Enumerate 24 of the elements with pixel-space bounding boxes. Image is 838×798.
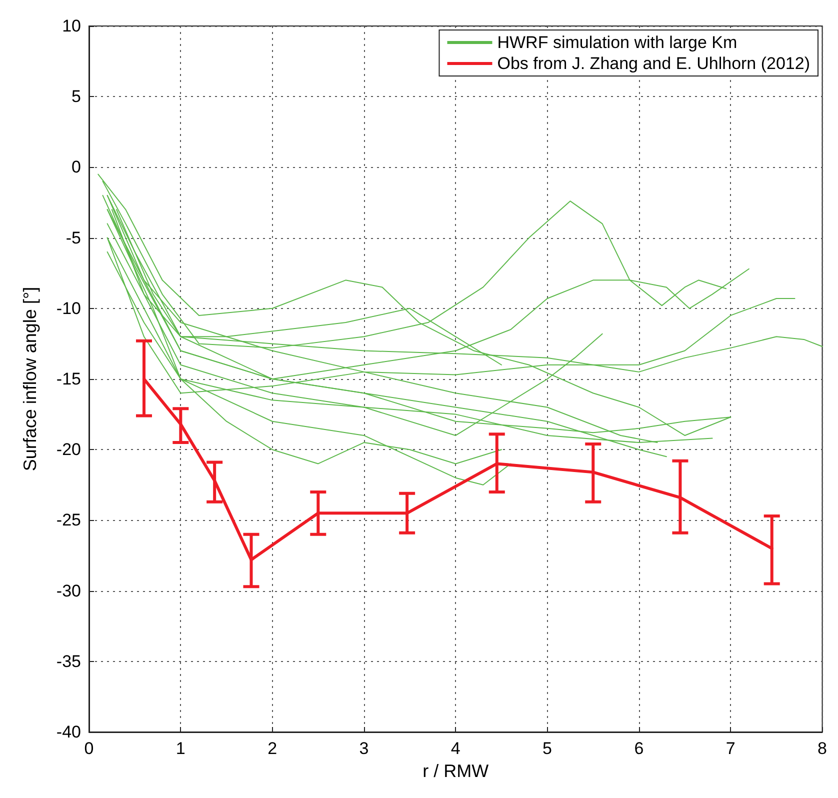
x-tick-label: 2 — [268, 739, 278, 758]
x-tick-label: 4 — [450, 739, 460, 758]
y-tick-label: -10 — [56, 298, 81, 318]
y-tick-label: -30 — [56, 581, 81, 600]
y-tick-label: -35 — [56, 652, 81, 671]
x-tick-label: 5 — [542, 739, 552, 758]
y-tick-label: -25 — [56, 510, 81, 530]
y-axis-title: Surface inflow angle [°] — [20, 286, 40, 472]
legend-label: Obs from J. Zhang and E. Uhlhorn (2012) — [497, 54, 810, 73]
x-tick-label: 3 — [359, 739, 369, 758]
y-tick-label: -20 — [56, 440, 81, 460]
y-tick-label: 5 — [72, 87, 81, 106]
x-tick-label: 1 — [176, 739, 186, 758]
legend-label: HWRF simulation with large Km — [497, 33, 738, 52]
x-tick-label: 6 — [634, 739, 644, 758]
x-tick-label: 8 — [818, 739, 828, 758]
x-axis-title: r / RMW — [422, 761, 489, 781]
y-tick-label: -5 — [66, 228, 81, 248]
y-tick-label: 0 — [72, 158, 81, 177]
y-tick-label: -15 — [56, 370, 81, 388]
y-tick-label: 10 — [62, 16, 81, 36]
x-tick-label: 0 — [84, 739, 94, 758]
x-tick-label: 7 — [726, 739, 736, 758]
y-tick-label: -40 — [56, 722, 81, 742]
